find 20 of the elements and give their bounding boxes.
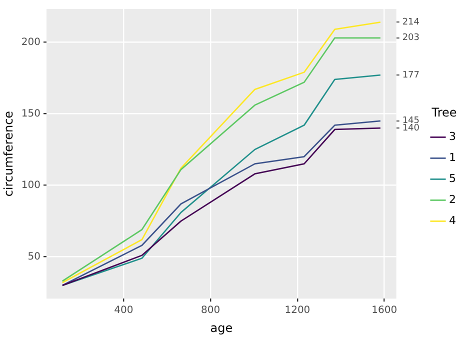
x-tick-label: 400 <box>114 305 134 316</box>
y-tick-label: 50 <box>28 251 40 262</box>
y2-tick-label: 203 <box>402 33 420 44</box>
x-tick-label: 800 <box>200 305 220 316</box>
x-tick-label: 1600 <box>372 305 398 316</box>
y2-tick-label: 214 <box>402 18 420 28</box>
y-tick-label: 200 <box>21 36 40 48</box>
legend-label: 1 <box>449 151 456 164</box>
x-axis-title: age <box>210 320 233 335</box>
y2-tick-label: 177 <box>402 70 420 80</box>
y-tick-label: 100 <box>21 180 40 191</box>
x-tick-label: 1200 <box>284 305 310 316</box>
y-tick-label: 150 <box>21 108 40 120</box>
legend-label: 2 <box>449 193 456 206</box>
y2-tick-label: 140 <box>402 123 420 134</box>
legend-label: 3 <box>449 130 456 144</box>
y-axis-title: circumference <box>1 110 16 197</box>
legend-title: Tree <box>430 105 457 120</box>
legend-label: 4 <box>449 214 456 228</box>
legend-label: 5 <box>449 172 456 186</box>
